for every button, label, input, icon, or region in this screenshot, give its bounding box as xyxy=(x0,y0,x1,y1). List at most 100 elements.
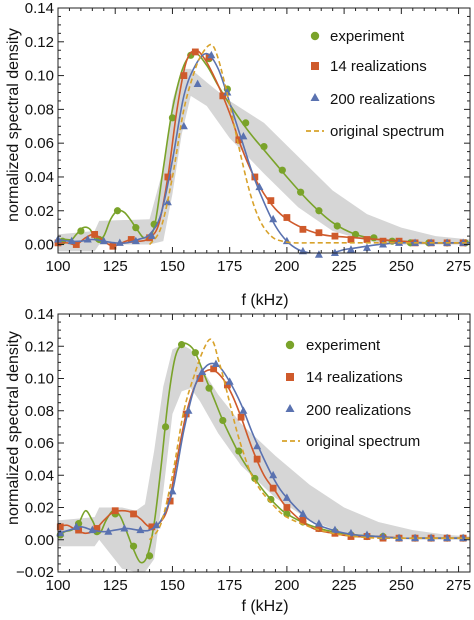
panel-top-14-realizations-marker xyxy=(219,92,227,100)
panel-bottom-experiment-marker xyxy=(161,423,170,431)
x-tick-label: 100 xyxy=(45,258,70,275)
panel-bottom-200-realizations-marker xyxy=(184,406,193,414)
panel-bottom: normalized spectral density f (kHz) 100 1… xyxy=(5,306,471,615)
panel-bottom-200-realizations-marker xyxy=(282,493,291,501)
panel-bottom-14-realizations-marker xyxy=(223,381,231,389)
legend-bottom-200-label: 200 realizations xyxy=(306,402,411,419)
panel-top-original-spectrum-line xyxy=(148,43,470,246)
panel-bottom-experiment-marker xyxy=(191,349,199,357)
panel-bottom-14-realizations-marker xyxy=(148,523,156,531)
panel-bottom-14-realizations-marker xyxy=(196,375,204,382)
legend-bottom-14-marker xyxy=(286,373,294,381)
y-tick-label: −0.02 xyxy=(16,564,54,581)
panel-top-uncertainty-band xyxy=(58,68,470,252)
panel-top-200-realizations-marker xyxy=(67,236,76,245)
x-tick-label: 125 xyxy=(103,258,128,275)
panel-top-200-realizations-marker xyxy=(298,246,307,255)
y-tick-label: 0.08 xyxy=(25,403,54,420)
panel-top-14-realizations-marker xyxy=(315,229,323,237)
panel-top-experiment-marker xyxy=(260,142,268,151)
panel-top-14-realizations-marker xyxy=(347,236,355,243)
panel-top-plot: 100 125 150 175 200 225 250 275 0.00 0.02 0.04 0.06… xyxy=(25,0,471,275)
panel-top-14-realizations-marker xyxy=(283,214,291,221)
panel-top-14-realizations-marker xyxy=(164,173,172,181)
panel-bottom-200-realizations-marker xyxy=(88,525,97,534)
panel-bottom-200-realizations-marker xyxy=(136,525,145,534)
y-tick-label: 0.14 xyxy=(25,0,54,17)
x-tick-label: 200 xyxy=(274,577,299,594)
legend-top-14-marker xyxy=(311,62,319,70)
panel-bottom-200-realizations-marker xyxy=(269,470,278,479)
panel-top-ylabel: normalized spectral density xyxy=(5,28,22,222)
x-tick-label: 100 xyxy=(45,577,70,594)
panel-bottom-xlabel: f (kHz) xyxy=(241,598,288,615)
panel-top-14-realizations-marker xyxy=(299,225,307,233)
panel-bottom-14-realizations-marker xyxy=(93,525,101,532)
panel-top-200-realizations-marker xyxy=(131,236,140,245)
panel-bottom-200-realizations-marker xyxy=(239,406,248,414)
panel-bottom-200-realizations-marker xyxy=(443,533,452,542)
y-tick-label: 0.00 xyxy=(25,237,54,254)
y-tick-label: 0.04 xyxy=(25,169,54,186)
panel-top-14-realizations-marker xyxy=(251,173,259,181)
panel-top-200-realizations-marker xyxy=(269,214,278,223)
panel-top-200-realizations-marker xyxy=(346,245,355,253)
panel-top-14-realizations-marker xyxy=(91,231,99,238)
panel-top-200-realizations-marker xyxy=(83,235,92,243)
x-tick-label: 250 xyxy=(389,577,414,594)
panel-bottom-experiment-marker xyxy=(129,542,138,550)
legend-bottom-200-marker xyxy=(285,404,295,412)
panel-top-experiment-marker xyxy=(333,222,341,230)
panel-top-experiment-marker xyxy=(77,227,85,235)
x-tick-label: 150 xyxy=(160,577,185,594)
panel-bottom-200-realizations-marker xyxy=(198,367,207,376)
panel-bottom-experiment-marker xyxy=(178,341,186,349)
panel-bottom-14-realizations-marker xyxy=(331,529,339,537)
x-tick-label: 225 xyxy=(332,577,357,594)
panel-top-200-realizations-marker xyxy=(223,88,232,96)
legend-top-200-marker xyxy=(310,93,320,101)
panel-bottom-14-realizations-marker xyxy=(182,410,190,418)
panel-bottom-14-realizations-marker xyxy=(347,533,355,540)
panel-bottom-experiment-marker xyxy=(145,552,154,560)
panel-top: normalized spectral density f (kHz) 100 1… xyxy=(5,0,471,309)
panel-bottom-200-realizations-marker xyxy=(395,533,404,542)
panel-top-200-realizations-marker xyxy=(255,182,264,191)
x-tick-label: 150 xyxy=(160,258,185,275)
panel-bottom-legend: experiment 14 realizations 200 realizati… xyxy=(282,337,420,450)
panel-bottom-experiment-marker xyxy=(219,416,227,425)
panel-bottom-200-realizations-marker xyxy=(72,522,81,530)
legend-top-14-label: 14 realizations xyxy=(330,58,427,75)
legend-top-experiment-marker xyxy=(310,31,320,41)
panel-top-200-realizations-marker xyxy=(115,238,124,246)
x-tick-label: 275 xyxy=(446,577,471,594)
panel-bottom-200-realizations-marker xyxy=(120,524,129,532)
y-tick-label: 0.04 xyxy=(25,467,54,484)
panel-top-14-realizations-marker xyxy=(127,236,135,243)
panel-bottom-plot: 100 125 150 175 200 225 250 275 −0.02 0.00 0.02 0.0… xyxy=(16,306,471,594)
panel-top-xlabel: f (kHz) xyxy=(241,292,288,309)
panel-top-200-realizations-marker xyxy=(363,243,371,251)
panel-top-14-realizations-marker xyxy=(180,72,188,79)
panel-top-14-realizations-marker xyxy=(109,242,117,250)
panel-bottom-14-realizations-marker xyxy=(283,504,291,511)
panel-top-200-realizations-marker xyxy=(379,240,388,248)
panel-bottom-ylabel: normalized spectral density xyxy=(5,331,22,525)
y-tick-label: 0.10 xyxy=(25,68,54,85)
panel-bottom-original-spectrum-line xyxy=(148,338,470,541)
panel-bottom-200-realizations-marker xyxy=(211,359,220,367)
panel-bottom-14-realizations-marker xyxy=(315,525,323,532)
x-tick-label: 275 xyxy=(446,258,471,275)
x-tick-label: 125 xyxy=(103,577,128,594)
panel-top-200-realizations-marker xyxy=(99,236,108,245)
panel-bottom-experiment-marker xyxy=(235,447,243,455)
y-tick-label: 0.00 xyxy=(25,532,54,549)
legend-bottom-original-label: original spectrum xyxy=(306,433,420,450)
panel-top-200-realizations-marker xyxy=(147,231,156,240)
x-tick-label: 175 xyxy=(217,258,242,275)
panel-top-14-realizations-marker xyxy=(363,236,371,243)
panel-top-14-realizations-marker xyxy=(72,241,80,248)
panel-bottom-14-realizations-marker xyxy=(210,365,218,373)
y-tick-label: 0.02 xyxy=(25,203,54,220)
y-tick-label: 0.10 xyxy=(25,371,54,388)
